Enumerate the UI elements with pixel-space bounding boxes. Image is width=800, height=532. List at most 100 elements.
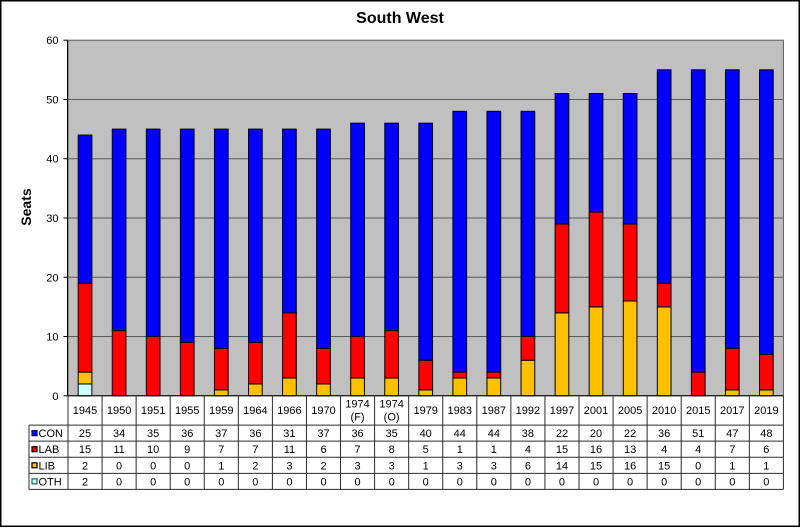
svg-text:0: 0 [423, 476, 429, 488]
svg-text:13: 13 [624, 444, 636, 456]
svg-text:10: 10 [147, 444, 159, 456]
svg-text:2: 2 [252, 460, 258, 472]
svg-text:LIB: LIB [39, 460, 56, 472]
svg-text:36: 36 [249, 428, 261, 440]
svg-text:1992: 1992 [516, 405, 540, 417]
svg-text:11: 11 [284, 444, 295, 456]
svg-text:0: 0 [729, 476, 735, 488]
svg-text:1964: 1964 [243, 405, 267, 417]
svg-text:35: 35 [147, 428, 159, 440]
svg-text:9: 9 [184, 444, 190, 456]
svg-text:22: 22 [556, 428, 568, 440]
svg-text:1974: 1974 [379, 398, 403, 410]
svg-text:22: 22 [624, 428, 636, 440]
svg-text:1970: 1970 [311, 405, 335, 417]
svg-text:20: 20 [46, 272, 58, 284]
svg-text:2005: 2005 [618, 405, 642, 417]
svg-text:1987: 1987 [482, 405, 506, 417]
svg-text:36: 36 [658, 428, 670, 440]
svg-text:1: 1 [457, 444, 463, 456]
svg-text:1951: 1951 [141, 405, 165, 417]
svg-text:0: 0 [184, 476, 190, 488]
svg-text:0: 0 [252, 476, 258, 488]
svg-text:44: 44 [488, 428, 500, 440]
svg-text:0: 0 [286, 476, 292, 488]
svg-text:7: 7 [355, 444, 361, 456]
svg-text:6: 6 [525, 460, 531, 472]
svg-text:3: 3 [491, 460, 497, 472]
svg-text:South West: South West [356, 10, 444, 27]
svg-text:40: 40 [46, 154, 58, 166]
svg-text:2010: 2010 [652, 405, 676, 417]
svg-text:14: 14 [556, 460, 568, 472]
svg-text:15: 15 [79, 444, 91, 456]
svg-text:1: 1 [729, 460, 735, 472]
svg-text:3: 3 [355, 460, 361, 472]
svg-text:34: 34 [113, 428, 125, 440]
svg-text:3: 3 [457, 460, 463, 472]
svg-text:0: 0 [150, 476, 156, 488]
svg-text:36: 36 [351, 428, 363, 440]
svg-text:1950: 1950 [107, 405, 131, 417]
svg-text:0: 0 [695, 460, 701, 472]
svg-text:36: 36 [181, 428, 193, 440]
svg-text:0: 0 [695, 476, 701, 488]
svg-text:7: 7 [729, 444, 735, 456]
svg-text:16: 16 [624, 460, 636, 472]
svg-text:1: 1 [218, 460, 224, 472]
svg-text:37: 37 [317, 428, 329, 440]
svg-text:4: 4 [695, 444, 701, 456]
svg-text:37: 37 [215, 428, 227, 440]
svg-text:4: 4 [661, 444, 667, 456]
svg-text:(O): (O) [384, 411, 400, 423]
svg-text:1955: 1955 [175, 405, 199, 417]
svg-text:LAB: LAB [39, 444, 60, 456]
svg-text:1945: 1945 [73, 405, 97, 417]
svg-text:48: 48 [760, 428, 772, 440]
svg-text:Seats: Seats [18, 188, 34, 226]
svg-text:5: 5 [423, 444, 429, 456]
svg-text:16: 16 [590, 444, 602, 456]
svg-text:2: 2 [320, 460, 326, 472]
svg-text:0: 0 [52, 391, 58, 403]
svg-text:6: 6 [320, 444, 326, 456]
svg-text:15: 15 [590, 460, 602, 472]
svg-text:0: 0 [457, 476, 463, 488]
svg-text:2015: 2015 [686, 405, 710, 417]
svg-text:0: 0 [593, 476, 599, 488]
svg-text:10: 10 [46, 332, 58, 344]
svg-text:1966: 1966 [277, 405, 301, 417]
svg-text:0: 0 [320, 476, 326, 488]
svg-text:51: 51 [692, 428, 704, 440]
svg-text:0: 0 [184, 460, 190, 472]
svg-text:44: 44 [454, 428, 466, 440]
svg-text:50: 50 [46, 94, 58, 106]
svg-text:0: 0 [627, 476, 633, 488]
svg-text:(F): (F) [351, 411, 365, 423]
svg-text:1979: 1979 [413, 405, 437, 417]
svg-text:15: 15 [556, 444, 568, 456]
svg-text:8: 8 [389, 444, 395, 456]
svg-text:0: 0 [355, 476, 361, 488]
svg-text:1974: 1974 [345, 398, 369, 410]
svg-text:47: 47 [726, 428, 738, 440]
svg-text:0: 0 [150, 460, 156, 472]
svg-text:2: 2 [82, 476, 88, 488]
svg-text:1997: 1997 [550, 405, 574, 417]
svg-text:35: 35 [386, 428, 398, 440]
svg-text:1983: 1983 [448, 405, 472, 417]
svg-text:0: 0 [218, 476, 224, 488]
svg-text:30: 30 [46, 213, 58, 225]
svg-text:7: 7 [252, 444, 258, 456]
svg-text:38: 38 [522, 428, 534, 440]
svg-text:11: 11 [113, 444, 124, 456]
svg-text:2017: 2017 [720, 405, 744, 417]
svg-text:2019: 2019 [754, 405, 778, 417]
svg-text:OTH: OTH [39, 476, 62, 488]
svg-text:6: 6 [763, 444, 769, 456]
svg-text:0: 0 [763, 476, 769, 488]
svg-text:1: 1 [423, 460, 429, 472]
svg-text:60: 60 [46, 35, 58, 47]
svg-text:0: 0 [559, 476, 565, 488]
svg-text:1959: 1959 [209, 405, 233, 417]
